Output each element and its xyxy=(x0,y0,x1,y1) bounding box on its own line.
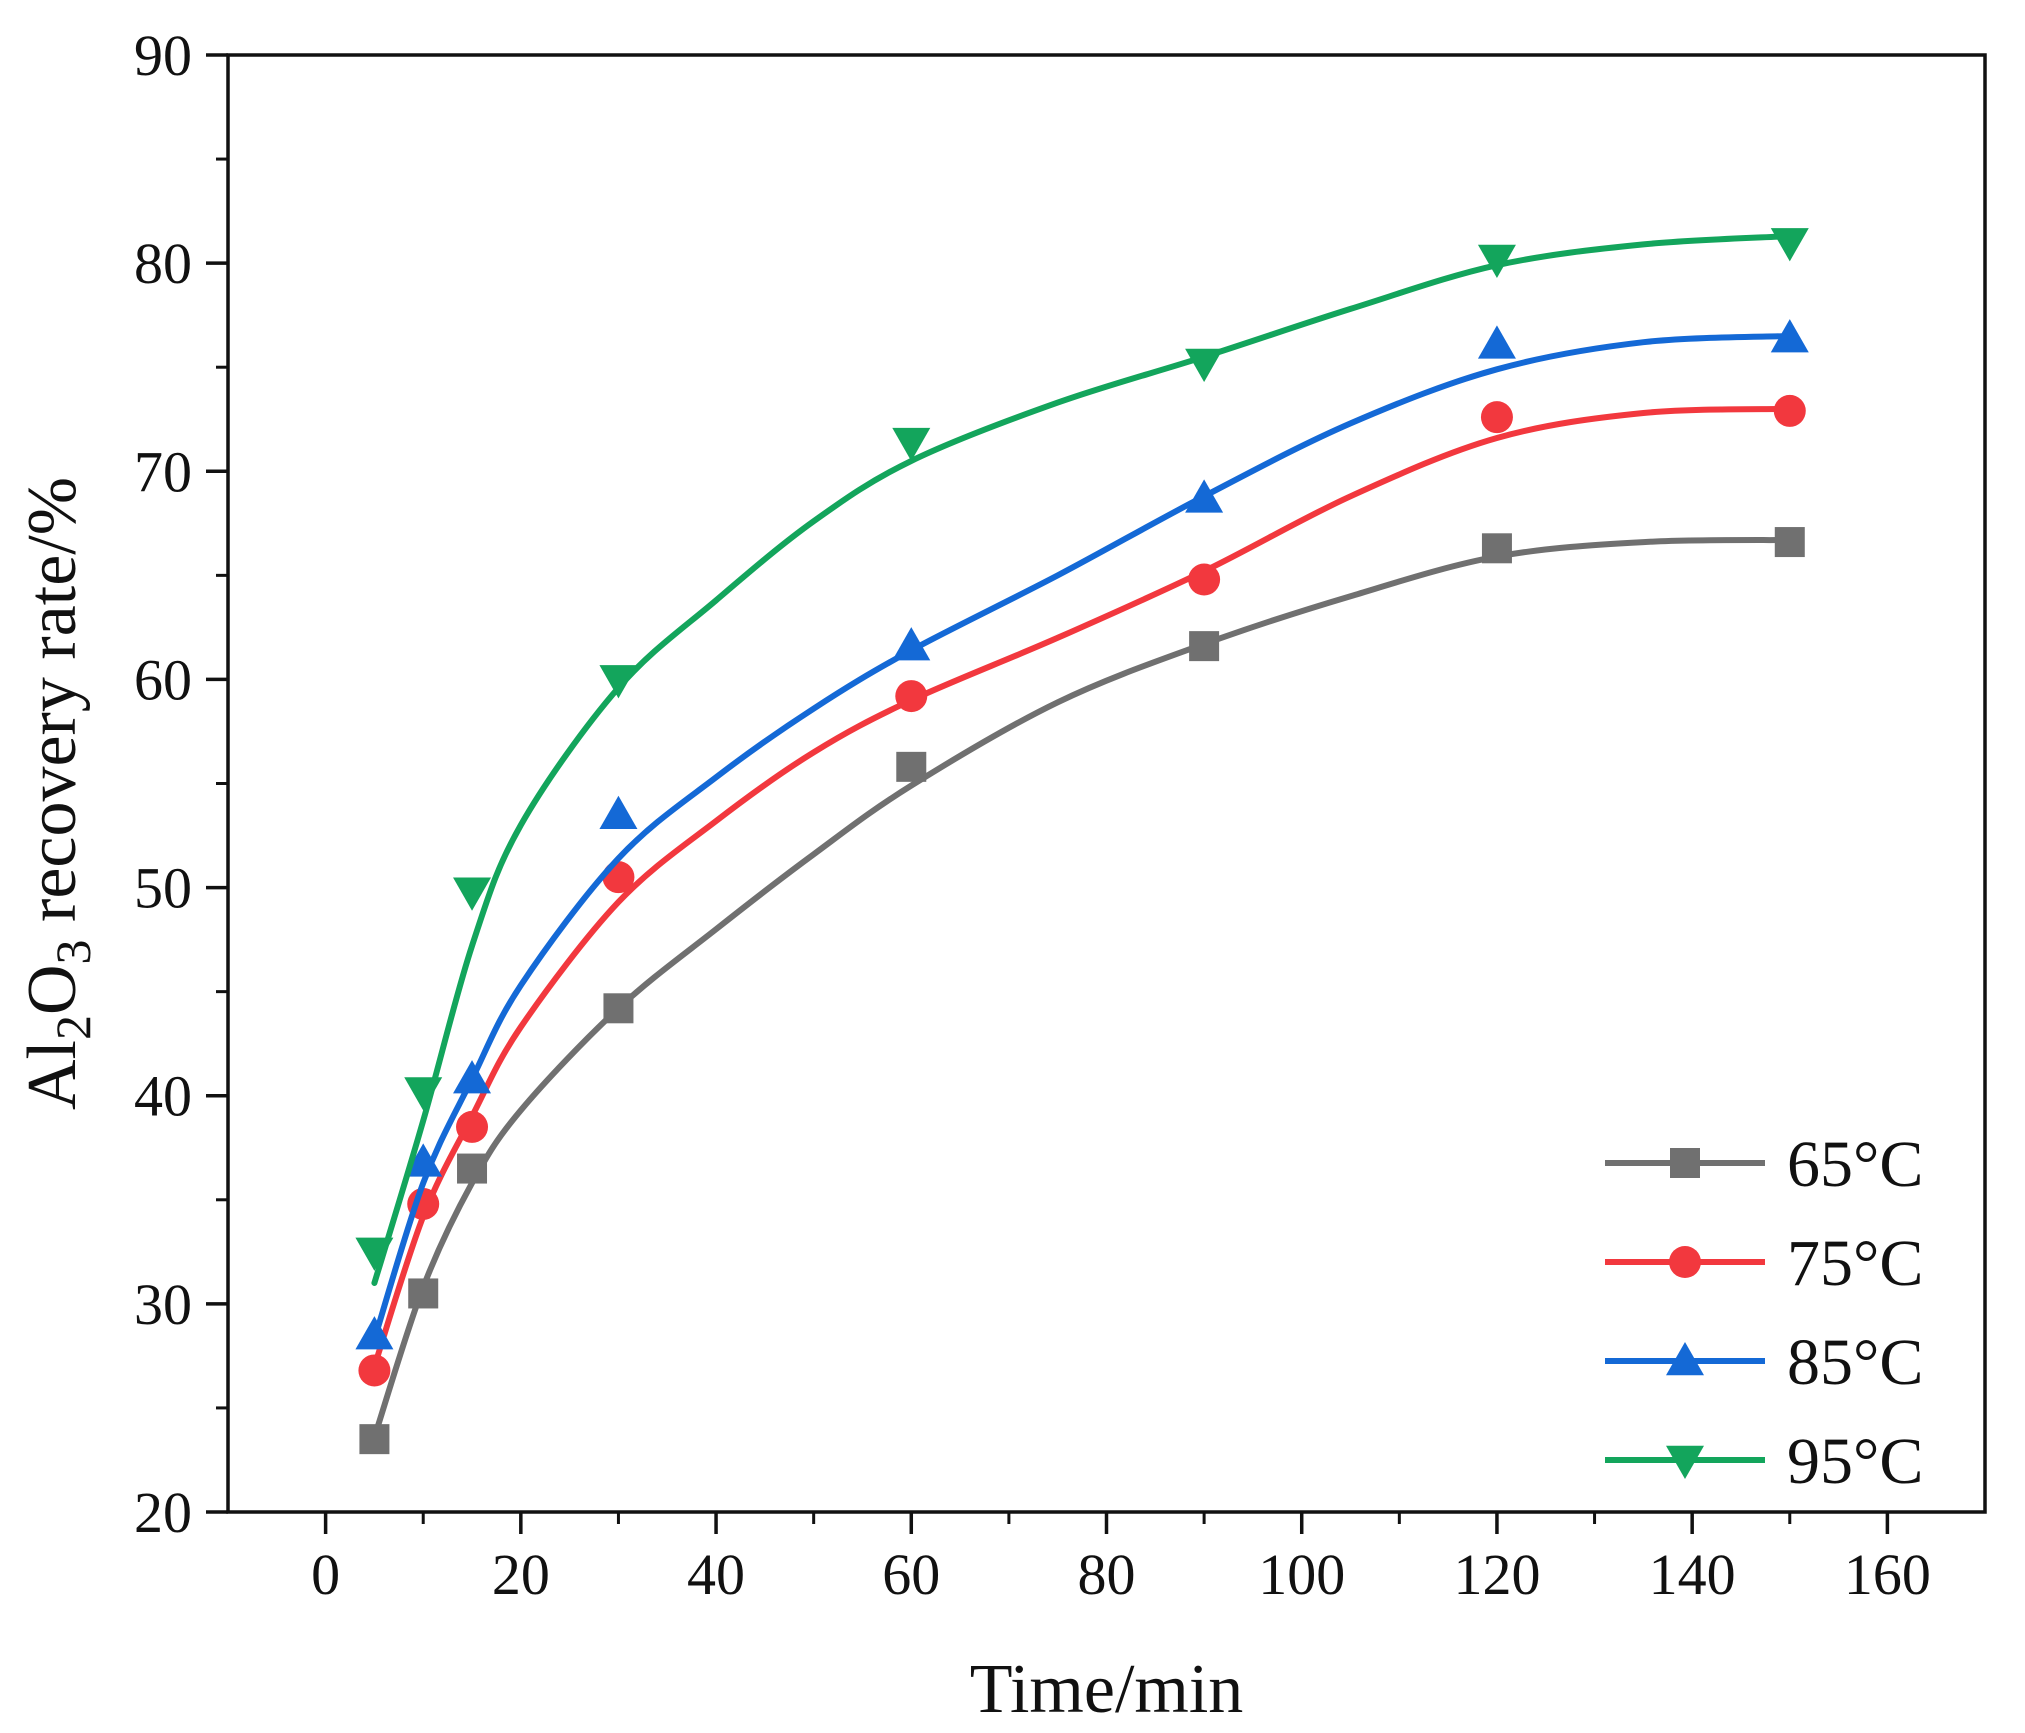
data-point xyxy=(895,680,928,713)
y-tick-label: 40 xyxy=(134,1064,192,1129)
data-point xyxy=(1185,479,1224,513)
data-point xyxy=(404,1077,443,1111)
data-point xyxy=(408,1278,439,1309)
data-point xyxy=(892,627,931,661)
y-tick-label: 70 xyxy=(134,439,192,504)
data-point xyxy=(1185,348,1224,383)
y-axis-title-part: O xyxy=(14,964,91,1015)
data-point xyxy=(1481,533,1512,564)
series-fit-line xyxy=(371,333,1793,1343)
x-tick-label: 0 xyxy=(311,1542,340,1607)
y-tick-label: 60 xyxy=(134,647,192,712)
data-point xyxy=(1770,319,1809,353)
data-point xyxy=(1773,394,1806,427)
legend-label: 65°C xyxy=(1787,1128,1923,1201)
data-point xyxy=(892,427,931,462)
data-point xyxy=(1480,401,1513,434)
legend-marker xyxy=(1669,1246,1701,1278)
data-point xyxy=(1774,527,1805,558)
legend-item: 85°C xyxy=(1605,1326,1923,1399)
x-tick-label: 60 xyxy=(882,1542,940,1607)
series-fit-line xyxy=(371,233,1793,1286)
data-point xyxy=(602,861,635,894)
x-tick-label: 20 xyxy=(492,1542,550,1607)
legend-item: 75°C xyxy=(1605,1227,1923,1300)
legend-marker xyxy=(1666,1445,1704,1479)
legend-marker xyxy=(1670,1148,1700,1178)
data-point xyxy=(359,1424,390,1455)
data-point xyxy=(1477,244,1516,278)
legend-label: 85°C xyxy=(1787,1326,1923,1399)
legend-item: 95°C xyxy=(1605,1425,1923,1498)
x-axis-title: Time/min xyxy=(970,1651,1244,1728)
legend-marker xyxy=(1666,1342,1704,1376)
data-point xyxy=(457,1153,488,1184)
x-tick-label: 160 xyxy=(1844,1542,1931,1607)
data-point xyxy=(358,1354,391,1387)
ticks-layer: 0 20 40 60 80 100 120 140 160 20 30 40 50 60 70 80 90 xyxy=(134,23,1931,1607)
data-point xyxy=(453,877,492,911)
legend-item: 65°C xyxy=(1605,1128,1923,1201)
data-point xyxy=(456,1110,489,1143)
y-tick-label: 80 xyxy=(134,231,192,296)
y-axis-title-subscript: 2 xyxy=(45,1015,101,1040)
series-75°C xyxy=(358,394,1806,1387)
y-tick-label: 90 xyxy=(134,23,192,88)
y-axis-title-part: recovery rate/% xyxy=(14,477,91,940)
legend-label: 95°C xyxy=(1787,1425,1923,1498)
series-95°C xyxy=(355,228,1809,1286)
y-tick-label: 20 xyxy=(134,1480,192,1545)
y-axis-title-part: Al xyxy=(14,1040,91,1110)
x-tick-label: 80 xyxy=(1078,1542,1136,1607)
data-point xyxy=(1188,563,1221,596)
x-tick-label: 140 xyxy=(1649,1542,1736,1607)
data-point xyxy=(1189,631,1220,662)
y-tick-label: 50 xyxy=(134,856,192,921)
plot-frame xyxy=(226,53,1987,1514)
series-65°C xyxy=(359,527,1805,1455)
data-point xyxy=(896,751,927,782)
data-point xyxy=(355,1237,394,1271)
data-point xyxy=(1770,228,1809,262)
series-layer xyxy=(355,228,1809,1455)
x-tick-label: 120 xyxy=(1453,1542,1540,1607)
series-fit-line xyxy=(371,537,1793,1441)
data-point xyxy=(453,1060,492,1094)
series-fit-line xyxy=(371,405,1793,1370)
legend: 65°C 75°C 85°C 95°C xyxy=(1605,1128,1923,1498)
y-axis-title: Al2O3 recovery rate/% xyxy=(14,477,101,1110)
data-point xyxy=(1477,325,1516,359)
y-axis-title-subscript: 3 xyxy=(45,939,101,964)
data-point xyxy=(599,795,638,829)
x-tick-label: 100 xyxy=(1258,1542,1345,1607)
data-point xyxy=(355,1316,394,1350)
data-point xyxy=(599,665,638,699)
series-85°C xyxy=(355,319,1809,1350)
y-tick-label: 30 xyxy=(134,1272,192,1337)
data-point xyxy=(603,993,634,1024)
legend-label: 75°C xyxy=(1787,1227,1923,1300)
data-point xyxy=(404,1143,443,1177)
x-tick-label: 40 xyxy=(687,1542,745,1607)
